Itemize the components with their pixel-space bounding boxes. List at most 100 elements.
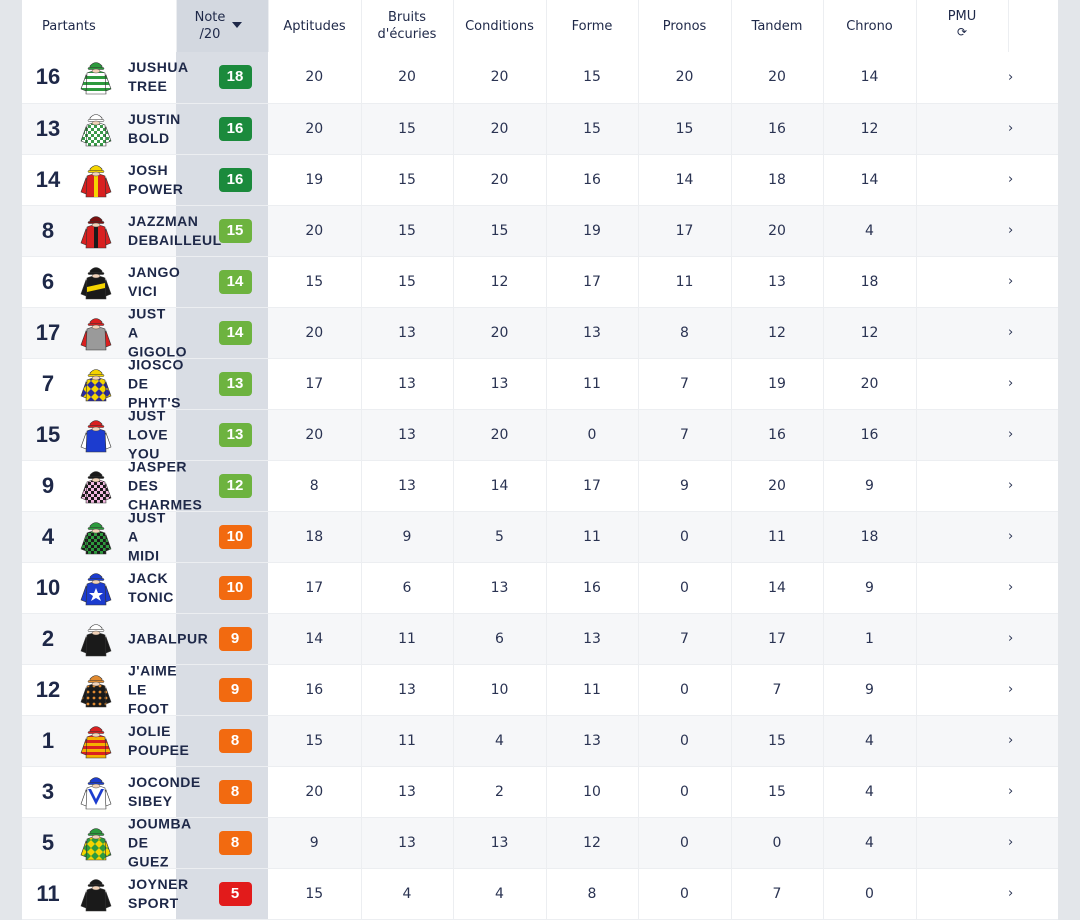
pmu-cell: [916, 52, 1008, 104]
horse-name[interactable]: JAZZMAN DEBAILLEUL: [128, 212, 222, 248]
runner-name-cell[interactable]: JOUMBA DE GUEZ: [118, 815, 191, 869]
row-expand-chevron-icon[interactable]: ›: [1008, 103, 1058, 155]
horse-name[interactable]: JOYNER SPORT: [128, 875, 189, 911]
horse-name[interactable]: JOLIE POUPEE: [128, 722, 190, 758]
runner-name-cell[interactable]: JUSTIN BOLD: [118, 103, 180, 155]
horse-name[interactable]: J'AIME LE FOOT: [128, 662, 178, 716]
header-note[interactable]: Note /20: [176, 0, 269, 52]
score-bruits: 15: [361, 154, 454, 206]
runner-name-cell[interactable]: JUSHUA TREE: [118, 52, 188, 104]
table-row[interactable]: 1 JOLIE POUPEE 8 15 11 4 13 0 15 4 ›: [22, 715, 1058, 767]
runner-name-cell[interactable]: JUST LOVE YOU: [118, 407, 176, 461]
horse-name[interactable]: JOCONDE SIBEY: [128, 773, 201, 809]
score-forme: 11: [546, 358, 639, 410]
runner-name-cell[interactable]: JOLIE POUPEE: [118, 715, 189, 767]
runner-number: 12: [22, 664, 74, 716]
score-chrono: 12: [823, 103, 917, 155]
horse-name[interactable]: JANGO VICI: [128, 263, 181, 299]
runner-name-cell[interactable]: JOCONDE SIBEY: [118, 766, 200, 818]
row-expand-chevron-icon[interactable]: ›: [1008, 460, 1058, 512]
runner-name-cell[interactable]: J'AIME LE FOOT: [118, 662, 177, 716]
score-forme: 13: [546, 307, 639, 359]
runner-name-cell[interactable]: JASPER DES CHARMES: [118, 458, 202, 512]
runner-name-cell[interactable]: JAZZMAN DEBAILLEUL: [118, 205, 221, 257]
row-expand-chevron-icon[interactable]: ›: [1008, 205, 1058, 257]
row-expand-chevron-icon[interactable]: ›: [1008, 52, 1058, 104]
horse-name[interactable]: JIOSCO DE PHYT'S: [128, 356, 184, 410]
table-row[interactable]: 12 J'AIME LE FOOT 9 16 13 10 11 0 7 9 ›: [22, 662, 1058, 716]
runner-name-cell[interactable]: JACK TONIC: [118, 562, 176, 614]
table-row[interactable]: 3 JOCONDE SIBEY 8 20 13 2 10 0 15 4 ›: [22, 766, 1058, 818]
horse-name[interactable]: JASPER DES CHARMES: [128, 458, 203, 512]
table-row[interactable]: 16 JUSHUA TREE 18 20 20 20 15 20 20 14 ›: [22, 52, 1058, 104]
table-row[interactable]: 15 JUST LOVE YOU 13 20 13 20 0 7 16 16 ›: [22, 407, 1058, 461]
runner-name-cell[interactable]: JABALPUR: [118, 613, 208, 665]
row-expand-chevron-icon[interactable]: ›: [1008, 358, 1058, 410]
row-expand-chevron-icon[interactable]: ›: [1008, 664, 1058, 716]
score-pronos: 11: [638, 256, 732, 308]
score-tandem: 0: [731, 817, 824, 869]
score-chrono: 14: [823, 52, 917, 104]
sort-desc-icon[interactable]: [231, 22, 242, 28]
jockey-silk-icon: [80, 572, 112, 605]
score-chrono: 16: [823, 409, 917, 461]
horse-name[interactable]: JUST A MIDI: [128, 509, 166, 563]
row-expand-chevron-icon[interactable]: ›: [1008, 256, 1058, 308]
header-pronos[interactable]: Pronos: [638, 0, 732, 52]
runner-name-cell[interactable]: JUST A MIDI: [118, 509, 176, 563]
horse-name[interactable]: JUST LOVE YOU: [128, 407, 169, 461]
horse-name[interactable]: JACK TONIC: [128, 569, 174, 605]
row-expand-chevron-icon[interactable]: ›: [1008, 868, 1058, 920]
horse-name[interactable]: JABALPUR: [128, 630, 209, 646]
table-row[interactable]: 10 JACK TONIC 10 17 6 13 16 0 14 9 ›: [22, 562, 1058, 614]
row-expand-chevron-icon[interactable]: ›: [1008, 307, 1058, 359]
runner-name-cell[interactable]: JIOSCO DE PHYT'S: [118, 356, 183, 410]
refresh-icon[interactable]: ⟳: [956, 25, 968, 39]
header-aptitudes[interactable]: Aptitudes: [268, 0, 362, 52]
header-forme[interactable]: Forme: [546, 0, 639, 52]
table-row[interactable]: 4 JUST A MIDI 10 18 9 5 11 0 11 18 ›: [22, 509, 1058, 563]
score-chrono: 18: [823, 256, 917, 308]
note-cell: 9: [176, 613, 268, 665]
table-row[interactable]: 11 JOYNER SPORT 5 15 4 4 8 0 7 0 ›: [22, 868, 1058, 920]
table-row[interactable]: 6 JANGO VICI 14 15 15 12 17 11 13 18 ›: [22, 256, 1058, 308]
header-conditions[interactable]: Conditions: [453, 0, 547, 52]
row-expand-chevron-icon[interactable]: ›: [1008, 715, 1058, 767]
header-partants[interactable]: Partants: [22, 0, 177, 52]
header-bruits[interactable]: Bruits d'écuries: [361, 0, 454, 52]
row-expand-chevron-icon[interactable]: ›: [1008, 409, 1058, 461]
horse-name[interactable]: JUSTIN BOLD: [128, 110, 181, 146]
horse-name[interactable]: JUSHUA TREE: [128, 59, 189, 95]
table-row[interactable]: 7 JIOSCO DE PHYT'S 13 17 13 13 11 7 19 20 ›: [22, 356, 1058, 410]
table-row[interactable]: 5 JOUMBA DE GUEZ 8 9 13 13 12 0 0 4 ›: [22, 815, 1058, 869]
score-bruits: 20: [361, 52, 454, 104]
header-pmu[interactable]: PMU ⟳: [916, 0, 1009, 52]
row-expand-chevron-icon[interactable]: ›: [1008, 154, 1058, 206]
row-expand-chevron-icon[interactable]: ›: [1008, 817, 1058, 869]
runner-name-cell[interactable]: JOYNER SPORT: [118, 868, 188, 920]
row-expand-chevron-icon[interactable]: ›: [1008, 613, 1058, 665]
runner-name-cell[interactable]: JUST A GIGOLO: [118, 305, 187, 359]
horse-name[interactable]: JUST A GIGOLO: [128, 305, 187, 359]
horse-name[interactable]: JOSH POWER: [128, 161, 184, 197]
horse-name[interactable]: JOUMBA DE GUEZ: [128, 815, 192, 869]
table-row[interactable]: 13 JUSTIN BOLD 16 20 15 20 15 15 16 12 ›: [22, 103, 1058, 155]
score-aptitudes: 20: [268, 307, 362, 359]
table-row[interactable]: 2 JABALPUR 9 14 11 6 13 7 17 1 ›: [22, 613, 1058, 665]
row-expand-chevron-icon[interactable]: ›: [1008, 562, 1058, 614]
header-tandem[interactable]: Tandem: [731, 0, 824, 52]
score-tandem: 16: [731, 409, 824, 461]
score-forme: 12: [546, 817, 639, 869]
score-forme: 10: [546, 766, 639, 818]
table-row[interactable]: 17 JUST A GIGOLO 14 20 13 20 13 8 12 12 ›: [22, 305, 1058, 359]
table-row[interactable]: 8 JAZZMAN DEBAILLEUL 15 20 15 15 19 17 20 4 ›: [22, 205, 1058, 257]
table-row[interactable]: 9 JASPER DES CHARMES 12 8 13 14 17 9 20 9 ›: [22, 458, 1058, 512]
runner-number: 5: [22, 817, 74, 869]
row-expand-chevron-icon[interactable]: ›: [1008, 766, 1058, 818]
pmu-cell: [916, 409, 1008, 461]
row-expand-chevron-icon[interactable]: ›: [1008, 511, 1058, 563]
header-chrono[interactable]: Chrono: [823, 0, 917, 52]
runner-name-cell[interactable]: JOSH POWER: [118, 154, 183, 206]
runner-name-cell[interactable]: JANGO VICI: [118, 256, 180, 308]
table-row[interactable]: 14 JOSH POWER 16 19 15 20 16 14 18 14 ›: [22, 154, 1058, 206]
